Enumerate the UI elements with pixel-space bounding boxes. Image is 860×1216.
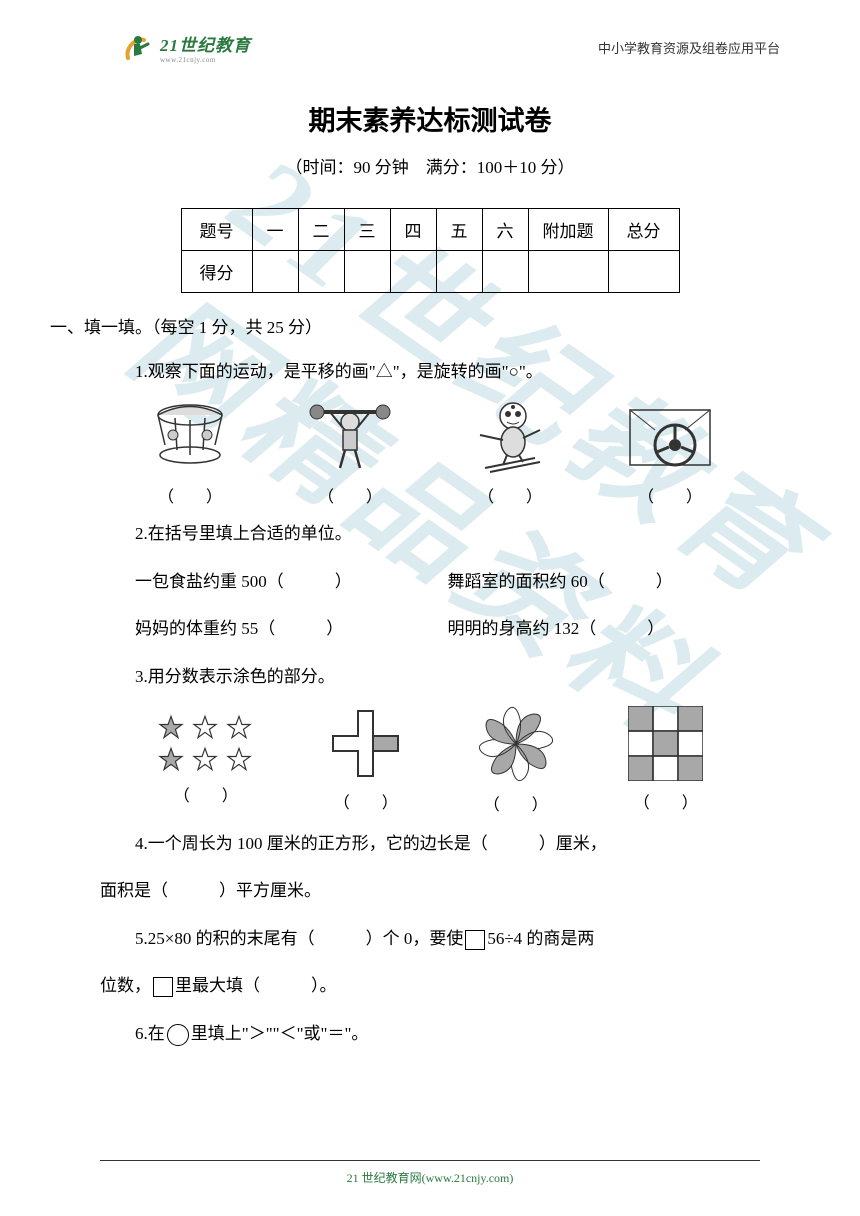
page-title: 期末素养达标测试卷 [100,99,760,138]
logo-sub-text: www.21cnjy.com [160,56,251,64]
paren: （ ） [484,791,548,815]
footer-divider [100,1160,760,1161]
q5-text-2: 56÷4 的商是两 [487,929,594,948]
paren: （ ） [318,483,382,507]
q3-shape-4: （ ） [628,706,703,813]
table-cell: 三 [344,209,390,251]
q2b-left: 妈妈的体重约 55（ ） [135,610,448,647]
question-5-line1: 5.25×80 的积的末尾有（ ）个 0，要使 56÷4 的商是两 [135,920,760,957]
question-1: 1.观察下面的运动，是平移的画"△"，是旋转的画"○"。 [135,353,760,390]
carousel-icon [145,400,235,475]
table-cell: 五 [436,209,482,251]
paren: （ ） [478,483,542,507]
question-5-line2: 位数， 里最大填（ ）。 [100,967,760,1004]
table-cell [390,251,436,293]
q1-img-3: （ ） [465,400,555,507]
q3-shape-2: （ ） [328,706,403,813]
swirl-icon [477,705,555,783]
logo-icon [120,30,154,64]
table-row: 题号 一 二 三 四 五 六 附加题 总分 [181,209,679,251]
weightlifter-icon [305,400,395,475]
table-cell: 总分 [608,209,679,251]
header-right-text: 中小学教育资源及组卷应用平台 [598,38,780,57]
footer-text: 21 世纪教育网(www.21cnjy.com) [0,1169,860,1186]
q1-img-2: （ ） [305,400,395,507]
paren: （ ） [174,782,238,806]
stars-grid-icon [157,714,255,774]
q3-shape-3: （ ） [477,705,555,815]
cross-icon [328,706,403,781]
skier-icon [465,400,555,475]
q1-images: （ ） （ ） [100,400,760,507]
score-table: 题号 一 二 三 四 五 六 附加题 总分 得分 [181,208,680,293]
q5-text-1: 5.25×80 的积的末尾有（ ）个 0，要使 [135,929,463,948]
q5-text-4: 里最大填（ ）。 [175,976,337,995]
table-cell [252,251,298,293]
table-cell: 二 [298,209,344,251]
steering-wheel-icon [625,400,715,475]
page-footer: 21 世纪教育网(www.21cnjy.com) [0,1160,860,1186]
q6-text-1: 6.在 [135,1024,165,1043]
table-cell [298,251,344,293]
table-row: 得分 [181,251,679,293]
q2-row-a: 一包食盐约重 500（ ） 舞蹈室的面积约 60（ ） [135,563,760,600]
q1-img-4: （ ） [625,400,715,507]
q2b-right: 明明的身高约 132（ ） [448,610,761,647]
q5-text-3: 位数， [100,976,151,995]
table-cell: 题号 [181,209,252,251]
question-4-line2: 面积是（ ）平方厘米。 [100,872,760,909]
grid-icon [628,706,703,781]
logo-main-text: 21世纪教育 [160,31,251,56]
question-4-line1: 4.一个周长为 100 厘米的正方形，它的边长是（ ）厘米， [135,825,760,862]
question-2: 2.在括号里填上合适的单位。 [135,515,760,552]
q2a-right: 舞蹈室的面积约 60（ ） [448,563,761,600]
paren: （ ） [634,789,698,813]
table-cell [608,251,679,293]
q3-shape-1: （ ） [157,714,255,806]
table-cell: 六 [482,209,528,251]
table-cell [344,251,390,293]
table-cell [482,251,528,293]
box-icon [153,977,173,997]
paren: （ ） [158,483,222,507]
table-cell: 附加题 [528,209,608,251]
box-icon [465,930,485,950]
subtitle: （时间：90 分钟 满分：100＋10 分） [100,153,760,178]
table-cell [528,251,608,293]
section-1-title: 一、填一填。（每空 1 分，共 25 分） [50,313,760,338]
page-header: 21世纪教育 www.21cnjy.com 中小学教育资源及组卷应用平台 [0,0,860,74]
table-cell [436,251,482,293]
paren: （ ） [638,483,702,507]
q3-shapes: （ ） （ ） （ ） [100,705,760,815]
logo-text-block: 21世纪教育 www.21cnjy.com [160,31,251,64]
table-cell: 得分 [181,251,252,293]
table-cell: 一 [252,209,298,251]
q6-text-2: 里填上"＞""＜"或"＝"。 [191,1024,369,1043]
q2a-left: 一包食盐约重 500（ ） [135,563,448,600]
q1-img-1: （ ） [145,400,235,507]
q2-row-b: 妈妈的体重约 55（ ） 明明的身高约 132（ ） [135,610,760,647]
circle-icon [167,1024,189,1046]
paren: （ ） [334,789,398,813]
question-3: 3.用分数表示涂色的部分。 [135,658,760,695]
question-6: 6.在 里填上"＞""＜"或"＝"。 [135,1015,760,1052]
logo: 21世纪教育 www.21cnjy.com [120,30,251,64]
table-cell: 四 [390,209,436,251]
main-content: 期末素养达标测试卷 （时间：90 分钟 满分：100＋10 分） 题号 一 二 … [0,99,860,1052]
